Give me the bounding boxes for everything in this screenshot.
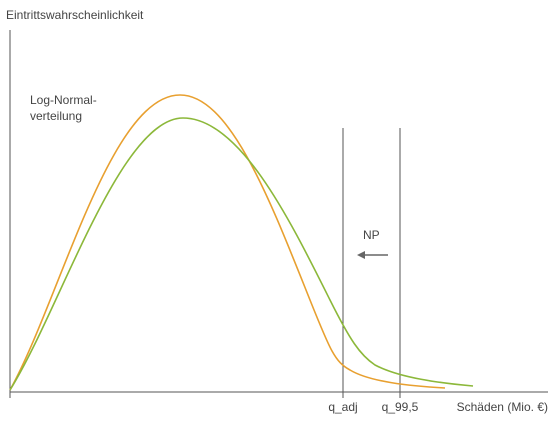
x-axis-label: Schäden (Mio. €): [457, 400, 548, 414]
arrow-head: [357, 251, 365, 259]
arrow-label: NP: [363, 228, 380, 242]
orange-curve: [9, 94, 446, 391]
y-axis-label: Eintrittswahrscheinlichkeit: [6, 8, 144, 22]
green-curve: [9, 117, 474, 391]
marker-label: q_adj: [328, 400, 357, 414]
marker-label: q_99,5: [382, 400, 419, 414]
curve-label: verteilung: [30, 109, 82, 123]
curve-label: Log-Normal-: [30, 93, 97, 107]
